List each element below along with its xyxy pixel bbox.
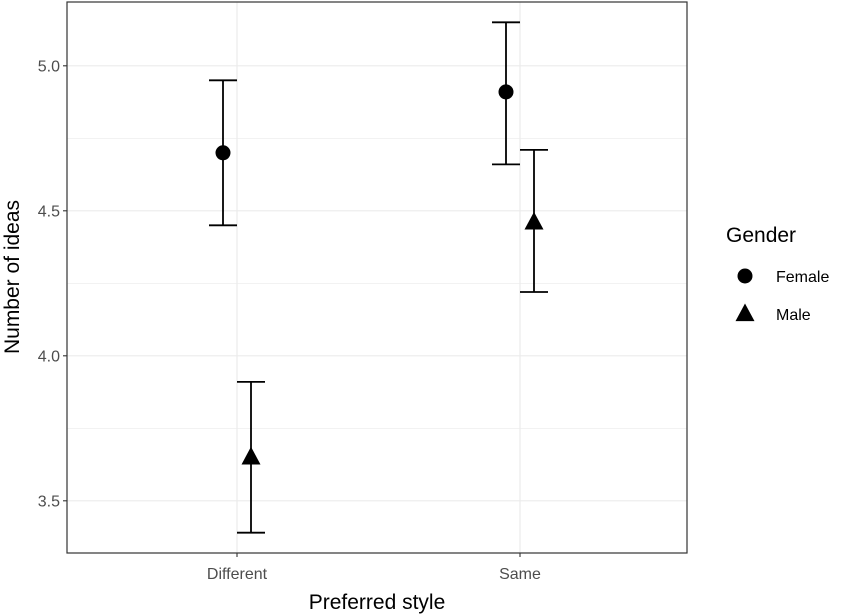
- grid: [67, 2, 687, 553]
- legend-label-male: Male: [776, 307, 811, 324]
- legend-label-female: Female: [776, 269, 829, 286]
- legend-key-male-triangle-icon: [735, 303, 755, 322]
- y-tick-label: 4.0: [38, 348, 60, 365]
- x-axis-title: Preferred style: [309, 591, 446, 614]
- legend-title: Gender: [726, 224, 796, 247]
- y-tick-label: 3.5: [38, 493, 60, 510]
- marks: [209, 21, 548, 534]
- panel-border: [66, 1, 688, 554]
- y-tick-label: 5.0: [38, 58, 60, 75]
- legend-key-female-circle-icon: [737, 268, 753, 284]
- x-tick-label: Different: [207, 566, 268, 583]
- female-different-point: [215, 145, 231, 161]
- male-different-point: [241, 446, 261, 465]
- axes: 3.5 4.0 4.5 5.0 Different Same: [38, 58, 541, 583]
- legend: Gender Female Male: [726, 224, 829, 324]
- x-tick-label: Same: [499, 566, 541, 583]
- female-same-point: [498, 84, 514, 100]
- male-same-point: [524, 211, 544, 230]
- y-axis-title: Number of ideas: [1, 200, 24, 354]
- y-tick-label: 4.5: [38, 203, 60, 220]
